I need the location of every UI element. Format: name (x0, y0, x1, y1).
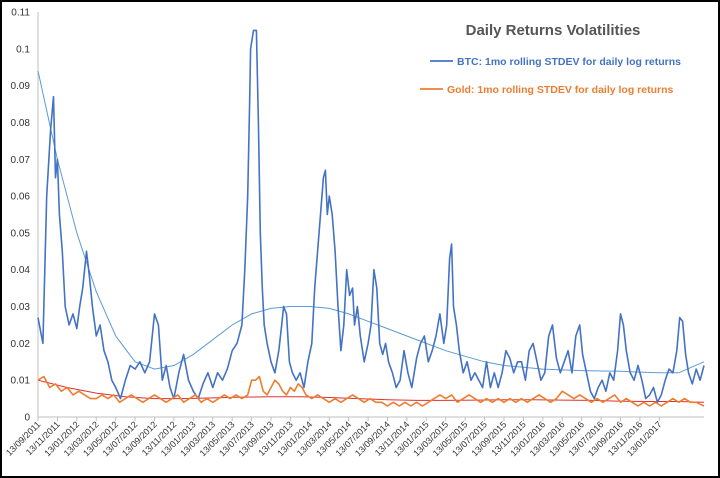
gold-series-line (37, 375, 705, 407)
y-tick-label: 0.02 (11, 339, 31, 350)
btc-series-line (37, 29, 705, 404)
legend-label-gold: Gold: 1mo rolling STDEV for daily log re… (447, 84, 674, 96)
y-tick-label: 0.05 (11, 228, 31, 239)
y-tick-label: 0.03 (11, 302, 31, 313)
legend: BTC: 1mo rolling STDEV for daily log ret… (420, 56, 681, 96)
legend-label-btc: BTC: 1mo rolling STDEV for daily log ret… (457, 56, 681, 68)
series-layer (37, 29, 705, 407)
y-tick-label: 0.09 (11, 81, 31, 92)
y-tick-label: 0.01 (11, 376, 31, 387)
y-tick-label: 0.08 (11, 118, 31, 129)
y-tick-label: 0.1 (16, 44, 30, 55)
y-axis: 0 0.01 0.02 0.03 0.04 0.05 0.06 0.07 0.08 0.09 0.1… (11, 8, 39, 424)
y-tick-label: 0.11 (11, 8, 30, 19)
y-tick-label: 0.04 (11, 265, 31, 276)
y-tick-label: 0.06 (11, 192, 31, 203)
y-tick-label: 0.07 (11, 155, 31, 166)
y-tick-label: 0 (24, 413, 30, 424)
chart-title: Daily Returns Volatilities (466, 22, 641, 39)
